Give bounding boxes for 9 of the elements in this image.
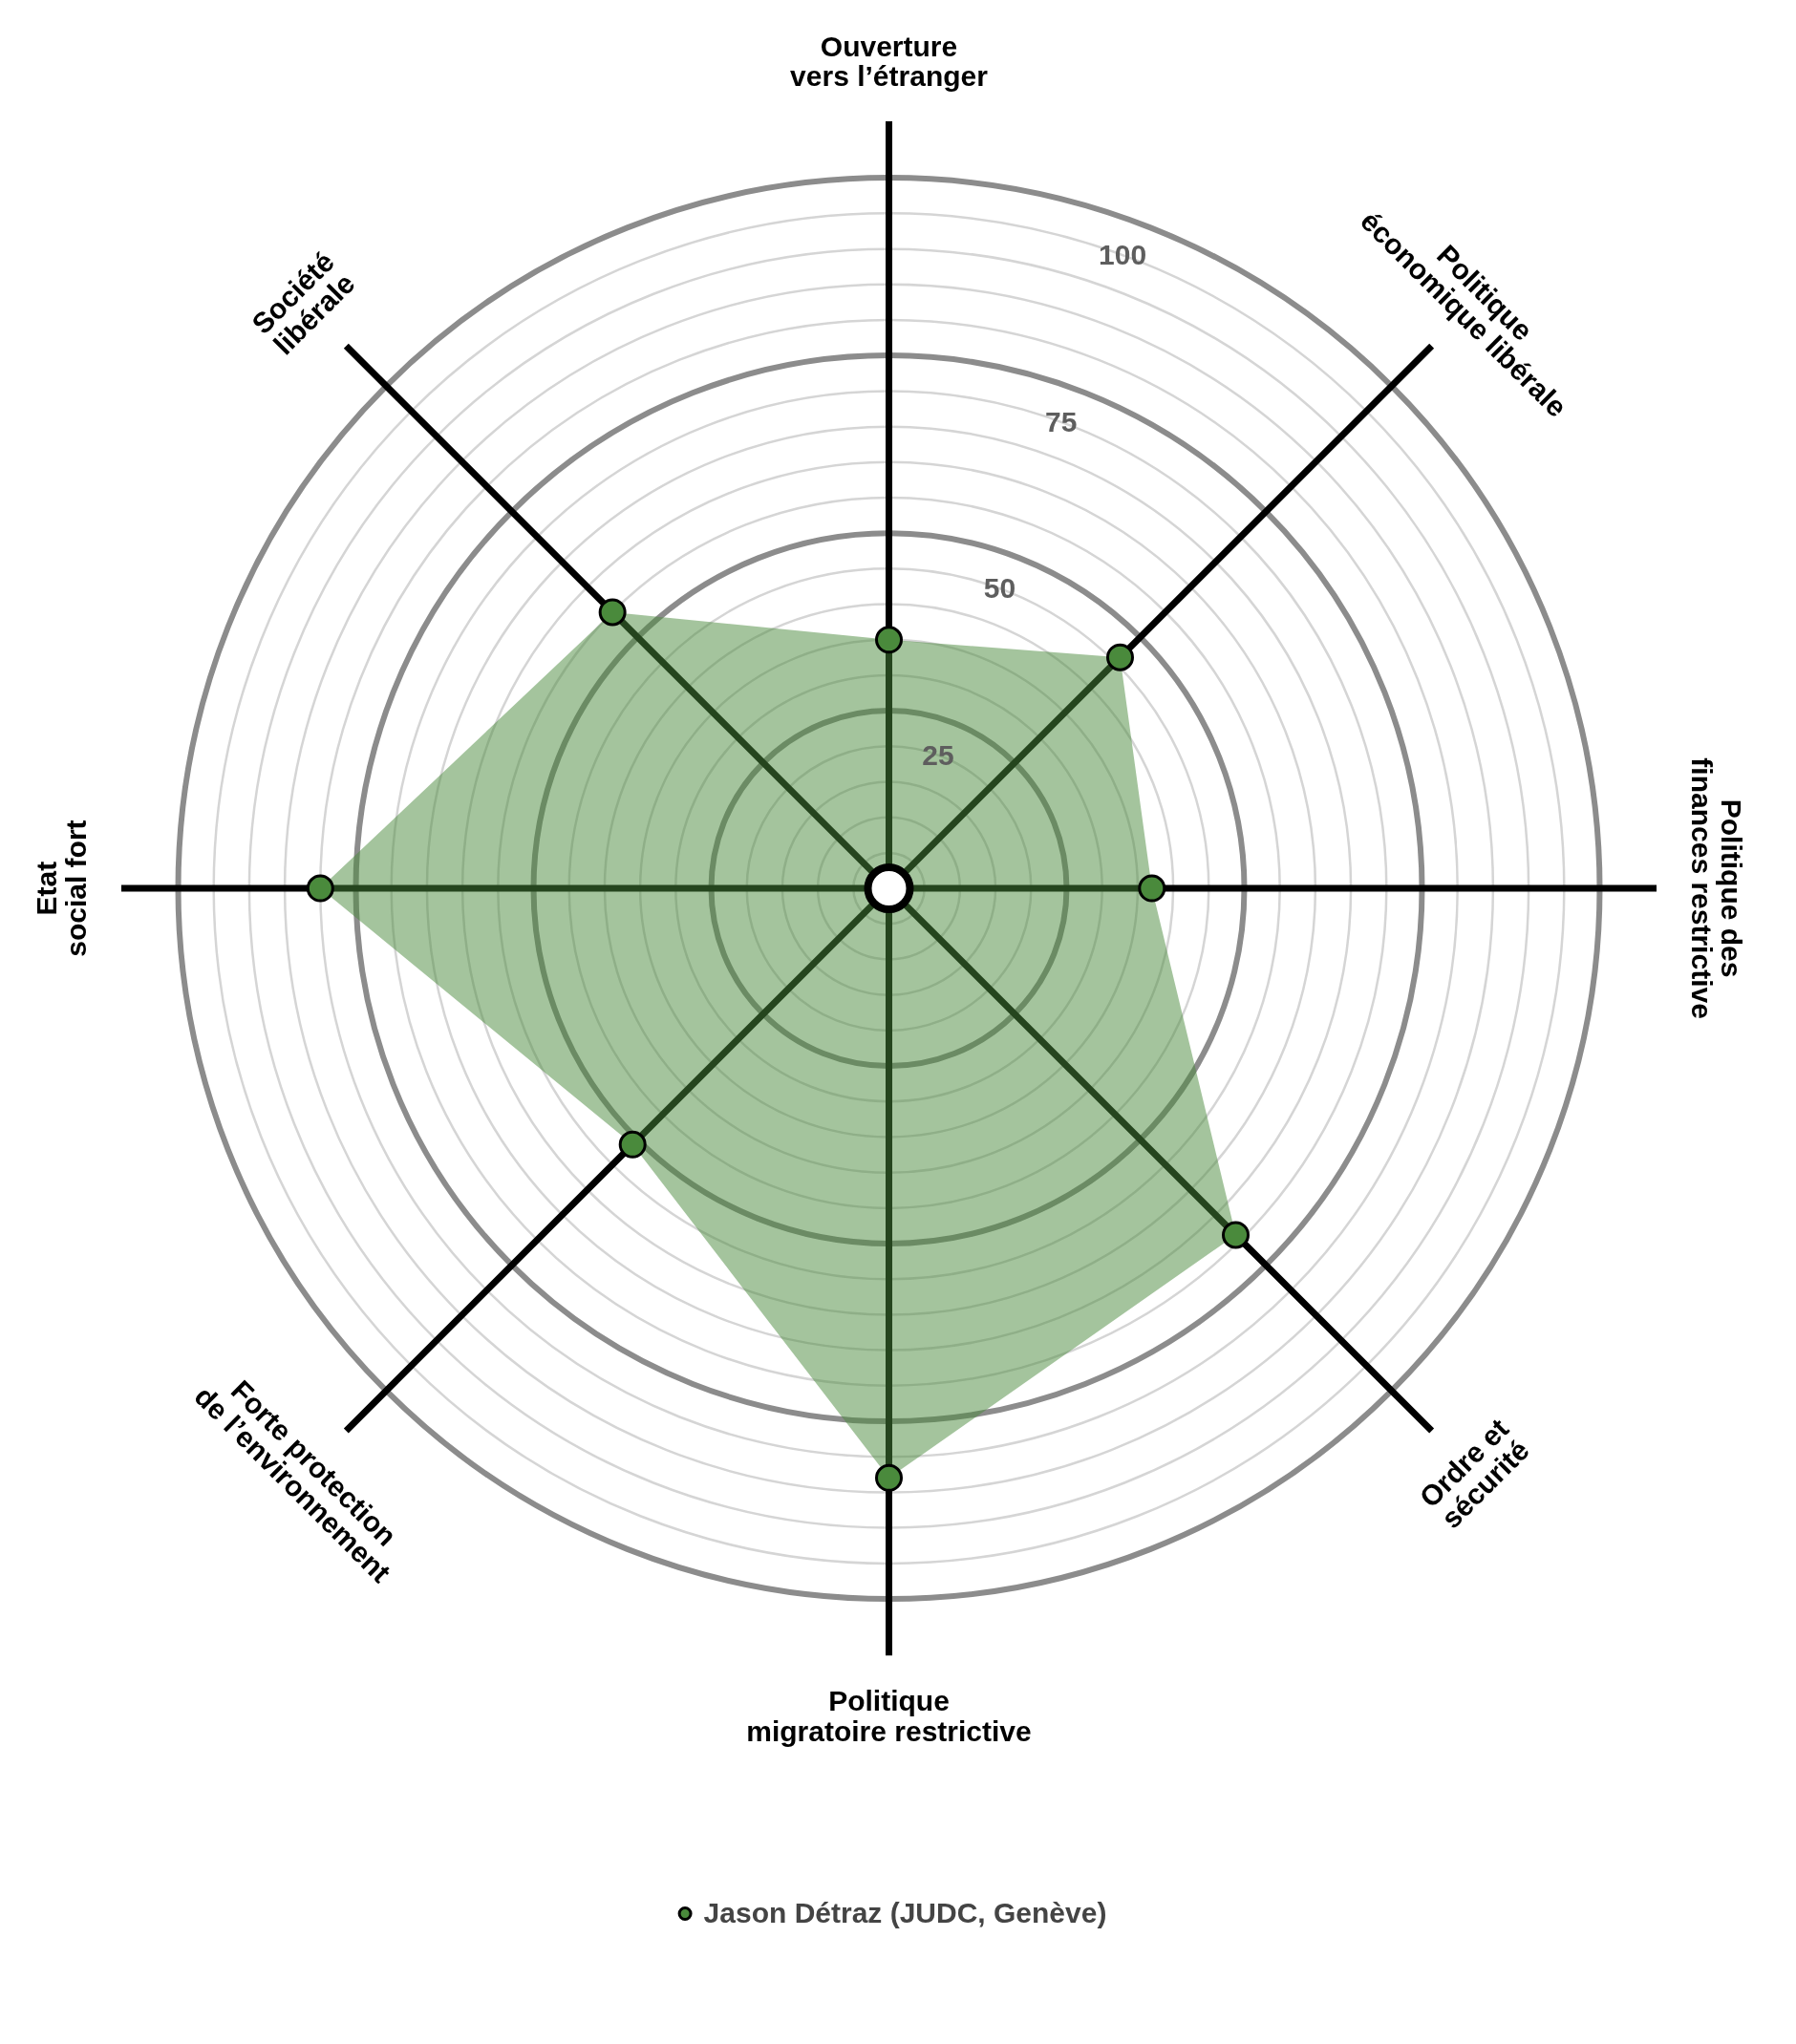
y-tick-label: 25	[922, 738, 954, 771]
spoke-label: Politique des finances restrictive	[1686, 757, 1748, 1019]
spoke-label: Ouverture vers l’étranger	[790, 30, 989, 92]
spoke-label: Politique migratoire restrictive	[746, 1685, 1032, 1747]
y-tick-label: 75	[1045, 405, 1078, 437]
y-tick-label: 50	[983, 572, 1016, 605]
legend-label: Jason Détraz (JUDC, Genève)	[703, 1897, 1107, 1929]
spoke-label: Etat social fort	[30, 820, 92, 957]
y-tick-label: 100	[1099, 239, 1147, 271]
